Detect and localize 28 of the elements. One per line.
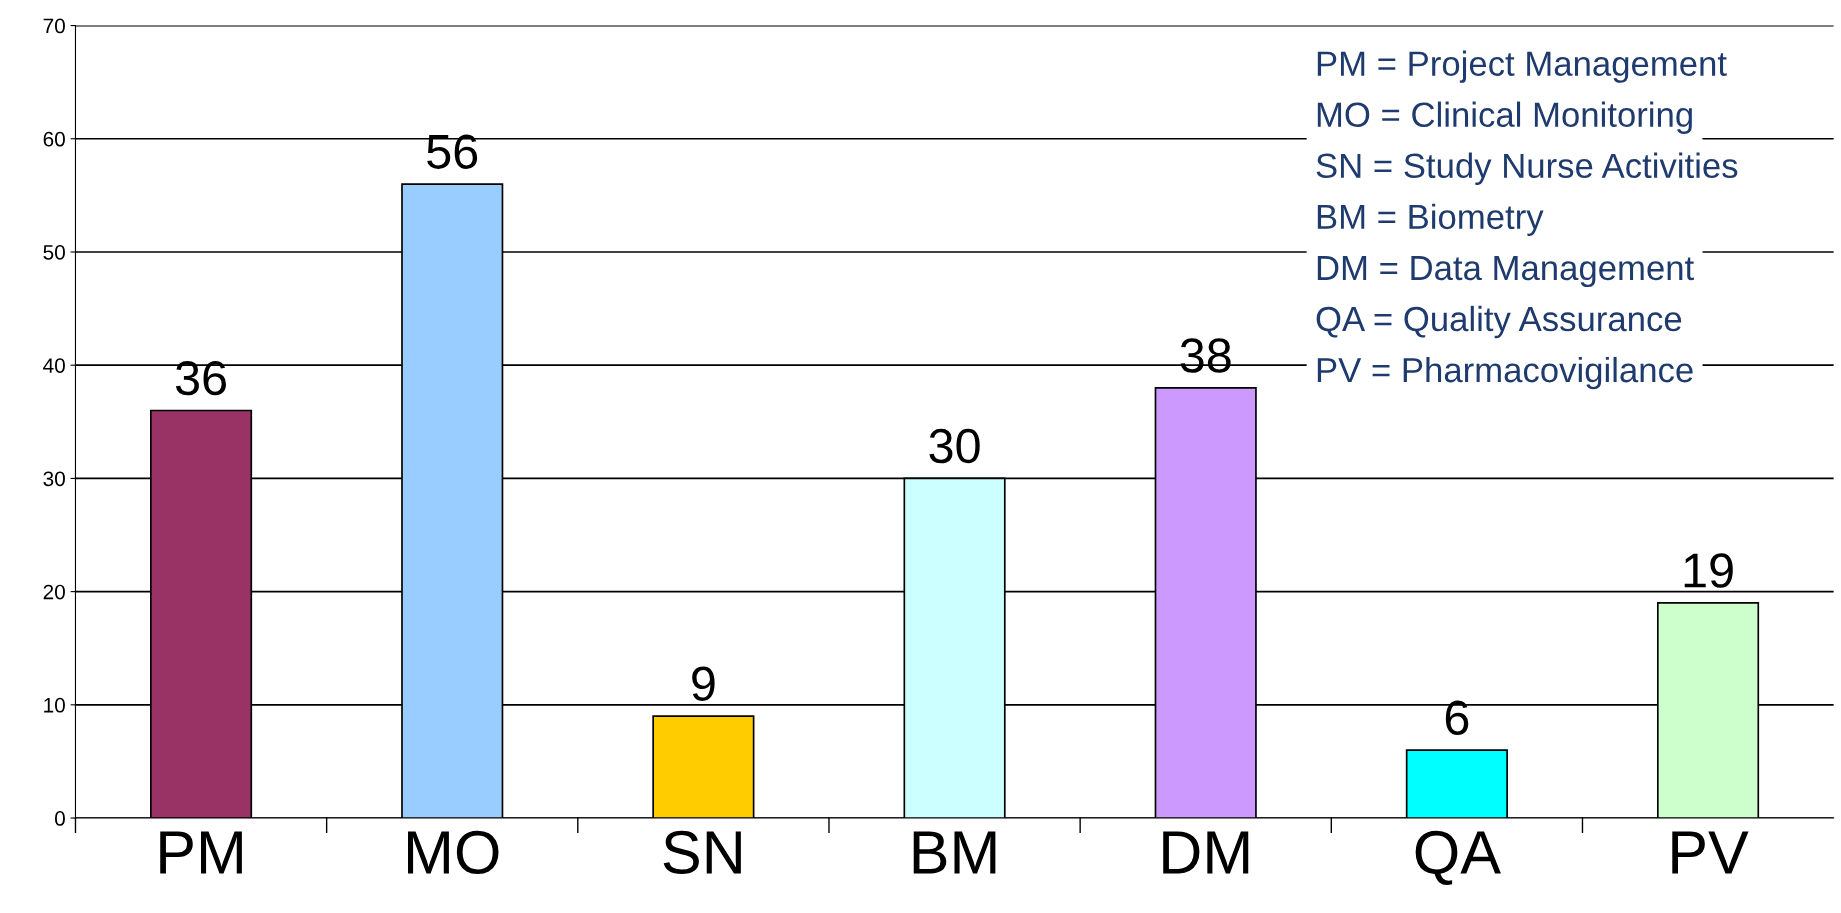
y-tick-label: 30 xyxy=(43,471,65,487)
annotation: PV = Pharmacovigilance xyxy=(1317,356,1693,390)
x-tick-label: MO xyxy=(408,830,499,875)
data-label: 19 xyxy=(1684,553,1733,588)
annotation: QA = Quality Assurance xyxy=(1316,305,1682,339)
x-tick-label: PM xyxy=(160,831,242,874)
y-tick-label: 20 xyxy=(43,584,65,600)
annotation: BM = Biometry xyxy=(1317,203,1544,237)
annotation: MO = Clinical Monitoring xyxy=(1317,101,1692,134)
data-label: 9 xyxy=(692,666,715,701)
data-label: 36 xyxy=(175,360,226,396)
data-label: 56 xyxy=(427,134,478,169)
x-tick-label: QA xyxy=(1415,830,1501,885)
x-tick-label: PV xyxy=(1672,831,1749,874)
y-tick-label: 0 xyxy=(54,811,65,826)
annotation: PM = Project Management xyxy=(1317,50,1727,83)
data-label: 6 xyxy=(1445,700,1469,735)
x-tick-label: BM xyxy=(913,831,996,874)
x-tick-label: SN xyxy=(663,830,741,875)
annotation: SN = Study Nurse Activities xyxy=(1316,152,1738,185)
annotation: DM = Data Management xyxy=(1317,256,1694,288)
y-tick-label: 50 xyxy=(43,244,65,260)
data-label: 30 xyxy=(929,428,980,464)
x-tick-label: DM xyxy=(1163,831,1249,874)
y-tick-label: 70 xyxy=(43,18,65,34)
y-tick-label: 10 xyxy=(44,697,65,713)
y-tick-label: 40 xyxy=(43,358,65,373)
y-tick-label: 60 xyxy=(43,131,65,147)
